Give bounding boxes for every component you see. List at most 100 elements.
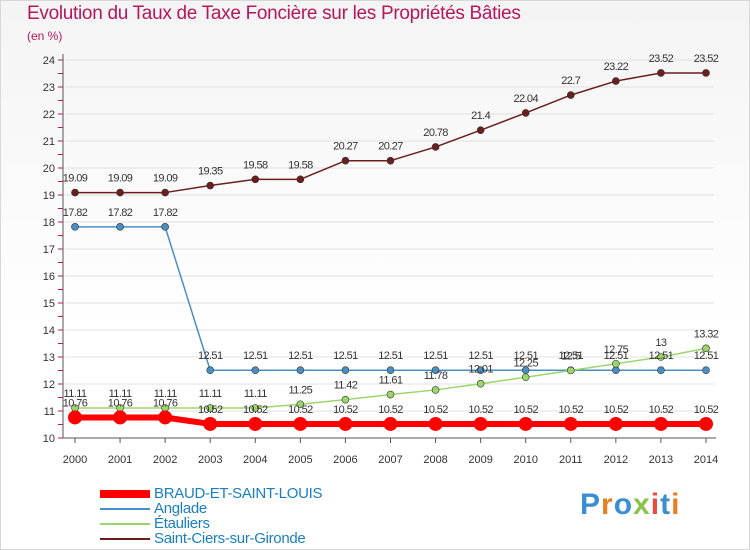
data-point — [702, 69, 710, 77]
y-tick-label: 23 — [43, 82, 55, 94]
data-label: 23.52 — [694, 53, 719, 65]
data-point — [521, 109, 530, 117]
data-label: 22.7 — [561, 75, 580, 87]
data-label: 12.51 — [378, 350, 403, 362]
data-point — [338, 416, 353, 431]
data-label: 13 — [655, 337, 667, 349]
data-point — [566, 366, 575, 375]
data-label: 11.11 — [154, 388, 177, 400]
chart-title: Evolution du Taux de Taxe Foncière sur l… — [27, 3, 521, 24]
data-point — [293, 416, 308, 431]
data-label: 10.52 — [243, 404, 268, 416]
data-label: 11.11 — [244, 388, 267, 400]
data-point — [476, 379, 485, 388]
data-label: 19.09 — [108, 173, 133, 185]
data-point — [113, 410, 128, 425]
data-label: 20.78 — [423, 127, 448, 139]
data-point — [657, 353, 665, 361]
data-label: 12.51 — [694, 350, 719, 362]
data-point — [203, 416, 218, 431]
data-label: 11.11 — [199, 388, 222, 400]
data-point — [702, 344, 710, 353]
y-tick-label: 18 — [43, 217, 55, 229]
data-label: 10.52 — [333, 404, 358, 416]
data-point — [206, 404, 215, 412]
y-tick-label: 17 — [43, 244, 55, 256]
data-label: 12.51 — [243, 350, 268, 362]
legend-swatch — [100, 508, 150, 510]
data-label: 19.58 — [243, 159, 268, 171]
data-point — [296, 175, 305, 184]
data-label: 10.76 — [63, 397, 88, 409]
legend-label: Saint-Ciers-sur-Gironde — [154, 530, 306, 547]
data-label: 21.4 — [471, 110, 490, 122]
data-point — [161, 223, 169, 231]
data-label: 17.82 — [63, 207, 88, 219]
data-label: 12.51 — [423, 350, 448, 362]
data-point — [657, 69, 665, 77]
data-point — [566, 91, 575, 99]
data-label: 19.09 — [63, 173, 88, 185]
legend-swatch — [100, 538, 150, 540]
data-point — [116, 188, 124, 197]
data-label: 22.04 — [513, 93, 538, 105]
legend-label: Anglade — [154, 500, 207, 517]
data-point — [206, 366, 215, 375]
data-point — [341, 395, 350, 404]
data-point — [699, 416, 713, 431]
data-label: 12.51 — [559, 350, 584, 362]
data-label: 11.11 — [109, 388, 132, 400]
data-point — [68, 410, 82, 425]
y-tick-label: 16 — [43, 271, 55, 283]
data-label: 20.27 — [378, 141, 403, 153]
data-label: 13.32 — [694, 328, 719, 340]
data-point — [296, 366, 305, 375]
series-layer — [68, 69, 713, 431]
data-point — [71, 188, 79, 197]
data-label: 10.52 — [604, 404, 629, 416]
x-tick-label: 2014 — [694, 454, 718, 466]
data-label: 19.09 — [153, 173, 178, 185]
x-tick-label: 2002 — [153, 454, 177, 466]
data-label: 10.52 — [288, 404, 313, 416]
data-label: 10.52 — [468, 404, 493, 416]
data-label: 12.51 — [198, 350, 223, 362]
data-point — [608, 416, 623, 431]
data-point — [71, 223, 79, 231]
data-label: 12.01 — [468, 364, 493, 376]
data-label: 10.76 — [108, 397, 133, 409]
data-label: 12.51 — [604, 350, 629, 362]
data-point — [386, 366, 395, 375]
data-label: 12.75 — [604, 344, 629, 356]
x-tick-label: 2006 — [333, 454, 357, 466]
data-point — [702, 366, 710, 375]
data-label: 11.78 — [424, 370, 448, 382]
y-tick-label: 22 — [43, 109, 55, 121]
x-tick-label: 2001 — [108, 454, 132, 466]
legend-swatch — [100, 523, 150, 525]
x-tick-label: 2009 — [468, 454, 492, 466]
data-label: 23.52 — [649, 53, 674, 65]
data-point — [386, 390, 395, 399]
y-tick-label: 20 — [43, 163, 55, 175]
x-tick-label: 2000 — [63, 454, 87, 466]
data-point — [341, 366, 350, 375]
data-label: 10.52 — [694, 404, 719, 416]
data-point — [428, 416, 443, 431]
x-tick-label: 2004 — [243, 454, 267, 466]
data-label: 10.76 — [153, 397, 178, 409]
x-tick-label: 2005 — [288, 454, 312, 466]
data-label: 10.52 — [513, 404, 538, 416]
data-point — [251, 404, 260, 412]
proxiti-logo: Proxiti — [580, 488, 681, 521]
data-label: 20.27 — [333, 141, 358, 153]
x-tick-label: 2011 — [559, 454, 583, 466]
y-tick-label: 14 — [43, 325, 55, 337]
data-label: 11.25 — [288, 384, 312, 396]
x-tick-label: 2010 — [513, 454, 537, 466]
data-label: 11.42 — [334, 380, 358, 392]
data-point — [657, 366, 665, 375]
data-label: 17.82 — [108, 207, 133, 219]
